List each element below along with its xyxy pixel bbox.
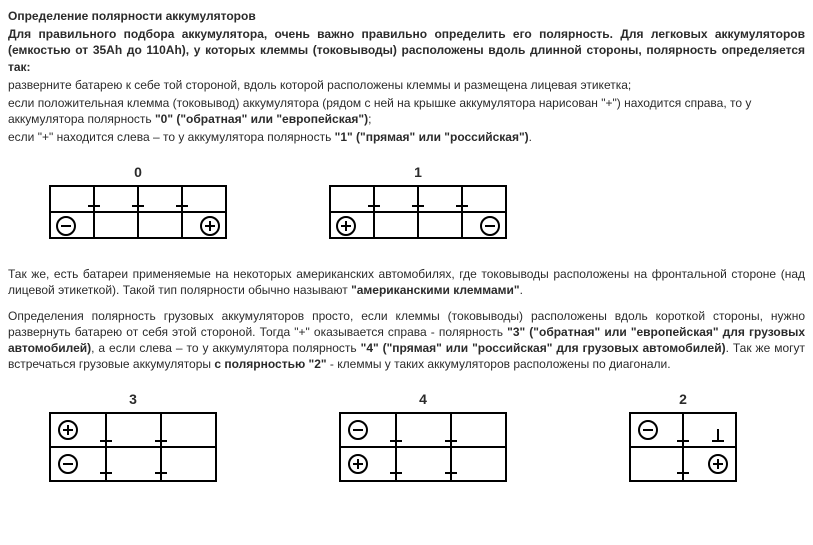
diagram-polarity-2: 2 (628, 391, 738, 483)
diagram-polarity-1: 1 (328, 164, 508, 240)
text-fragment: . (520, 283, 523, 297)
paragraph-intro: Для правильного подбора аккумулятора, оч… (8, 26, 805, 75)
text-fragment: , а если слева – то у аккумулятора поляр… (91, 341, 360, 355)
battery-diagram-3-icon (48, 411, 218, 483)
diagram-polarity-0: 0 (48, 164, 228, 240)
text-fragment: . (529, 130, 532, 144)
paragraph-american: Так же, есть батареи применяемые на неко… (8, 266, 805, 298)
diagram-label: 3 (129, 391, 137, 407)
battery-diagram-4-icon (338, 411, 508, 483)
text-block-3: Определения полярность грузовых аккумуля… (8, 308, 805, 373)
battery-diagram-2-icon (628, 411, 738, 483)
diagram-row-bottom: 3 4 (48, 391, 805, 483)
text-bold-fragment: "0" ("обратная" или "европейская") (155, 112, 368, 126)
text-fragment: ; (368, 112, 371, 126)
paragraph-step2: если положительная клемма (токовывод) ак… (8, 95, 805, 127)
text-block-2: Так же, есть батареи применяемые на неко… (8, 266, 805, 298)
diagram-polarity-4: 4 (338, 391, 508, 483)
diagram-polarity-3: 3 (48, 391, 218, 483)
text-block-1: Определение полярности аккумуляторов Для… (8, 8, 805, 146)
text-fragment: если положительная клемма (токовывод) ак… (8, 96, 751, 126)
text-fragment: если "+" находится слева – то у аккумуля… (8, 130, 335, 144)
heading-title: Определение полярности аккумуляторов (8, 8, 805, 24)
text-bold-fragment: "1" ("прямая" или "российская") (335, 130, 529, 144)
diagram-label: 0 (134, 164, 142, 180)
diagram-label: 2 (679, 391, 687, 407)
text-fragment: - клеммы у таких аккумуляторов расположе… (327, 357, 671, 371)
paragraph-step3: если "+" находится слева – то у аккумуля… (8, 129, 805, 145)
battery-diagram-1-icon (328, 184, 508, 240)
battery-diagram-0-icon (48, 184, 228, 240)
diagram-row-top: 0 1 (48, 164, 805, 240)
diagram-label: 4 (419, 391, 427, 407)
diagram-label: 1 (414, 164, 422, 180)
paragraph-step1: разверните батарею к себе той стороной, … (8, 77, 805, 93)
paragraph-truck: Определения полярность грузовых аккумуля… (8, 308, 805, 373)
text-bold-fragment: "4" ("прямая" или "российская" для грузо… (361, 341, 726, 355)
text-bold-fragment: "американскими клеммами" (351, 283, 520, 297)
text-bold-fragment: с полярностью "2" (214, 357, 326, 371)
